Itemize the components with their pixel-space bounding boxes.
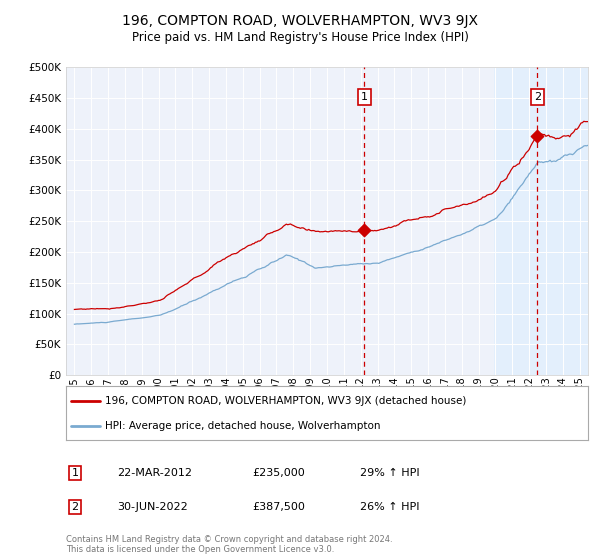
Text: £387,500: £387,500 [252,502,305,512]
Text: Price paid vs. HM Land Registry's House Price Index (HPI): Price paid vs. HM Land Registry's House … [131,31,469,44]
Text: 29% ↑ HPI: 29% ↑ HPI [360,468,419,478]
Text: 2: 2 [71,502,79,512]
Text: 30-JUN-2022: 30-JUN-2022 [117,502,188,512]
Text: 2: 2 [534,92,541,102]
Text: 1: 1 [361,92,368,102]
Text: 22-MAR-2012: 22-MAR-2012 [117,468,192,478]
Text: 1: 1 [71,468,79,478]
Text: £235,000: £235,000 [252,468,305,478]
Bar [494,67,590,375]
Text: HPI: Average price, detached house, Wolverhampton: HPI: Average price, detached house, Wolv… [105,421,380,431]
Point [533,132,542,141]
Text: 196, COMPTON ROAD, WOLVERHAMPTON, WV3 9JX: 196, COMPTON ROAD, WOLVERHAMPTON, WV3 9J… [122,14,478,28]
Text: Contains HM Land Registry data © Crown copyright and database right 2024.
This d: Contains HM Land Registry data © Crown c… [66,535,392,554]
Point [359,226,369,235]
Text: 26% ↑ HPI: 26% ↑ HPI [360,502,419,512]
Text: 196, COMPTON ROAD, WOLVERHAMPTON, WV3 9JX (detached house): 196, COMPTON ROAD, WOLVERHAMPTON, WV3 9J… [105,396,467,406]
